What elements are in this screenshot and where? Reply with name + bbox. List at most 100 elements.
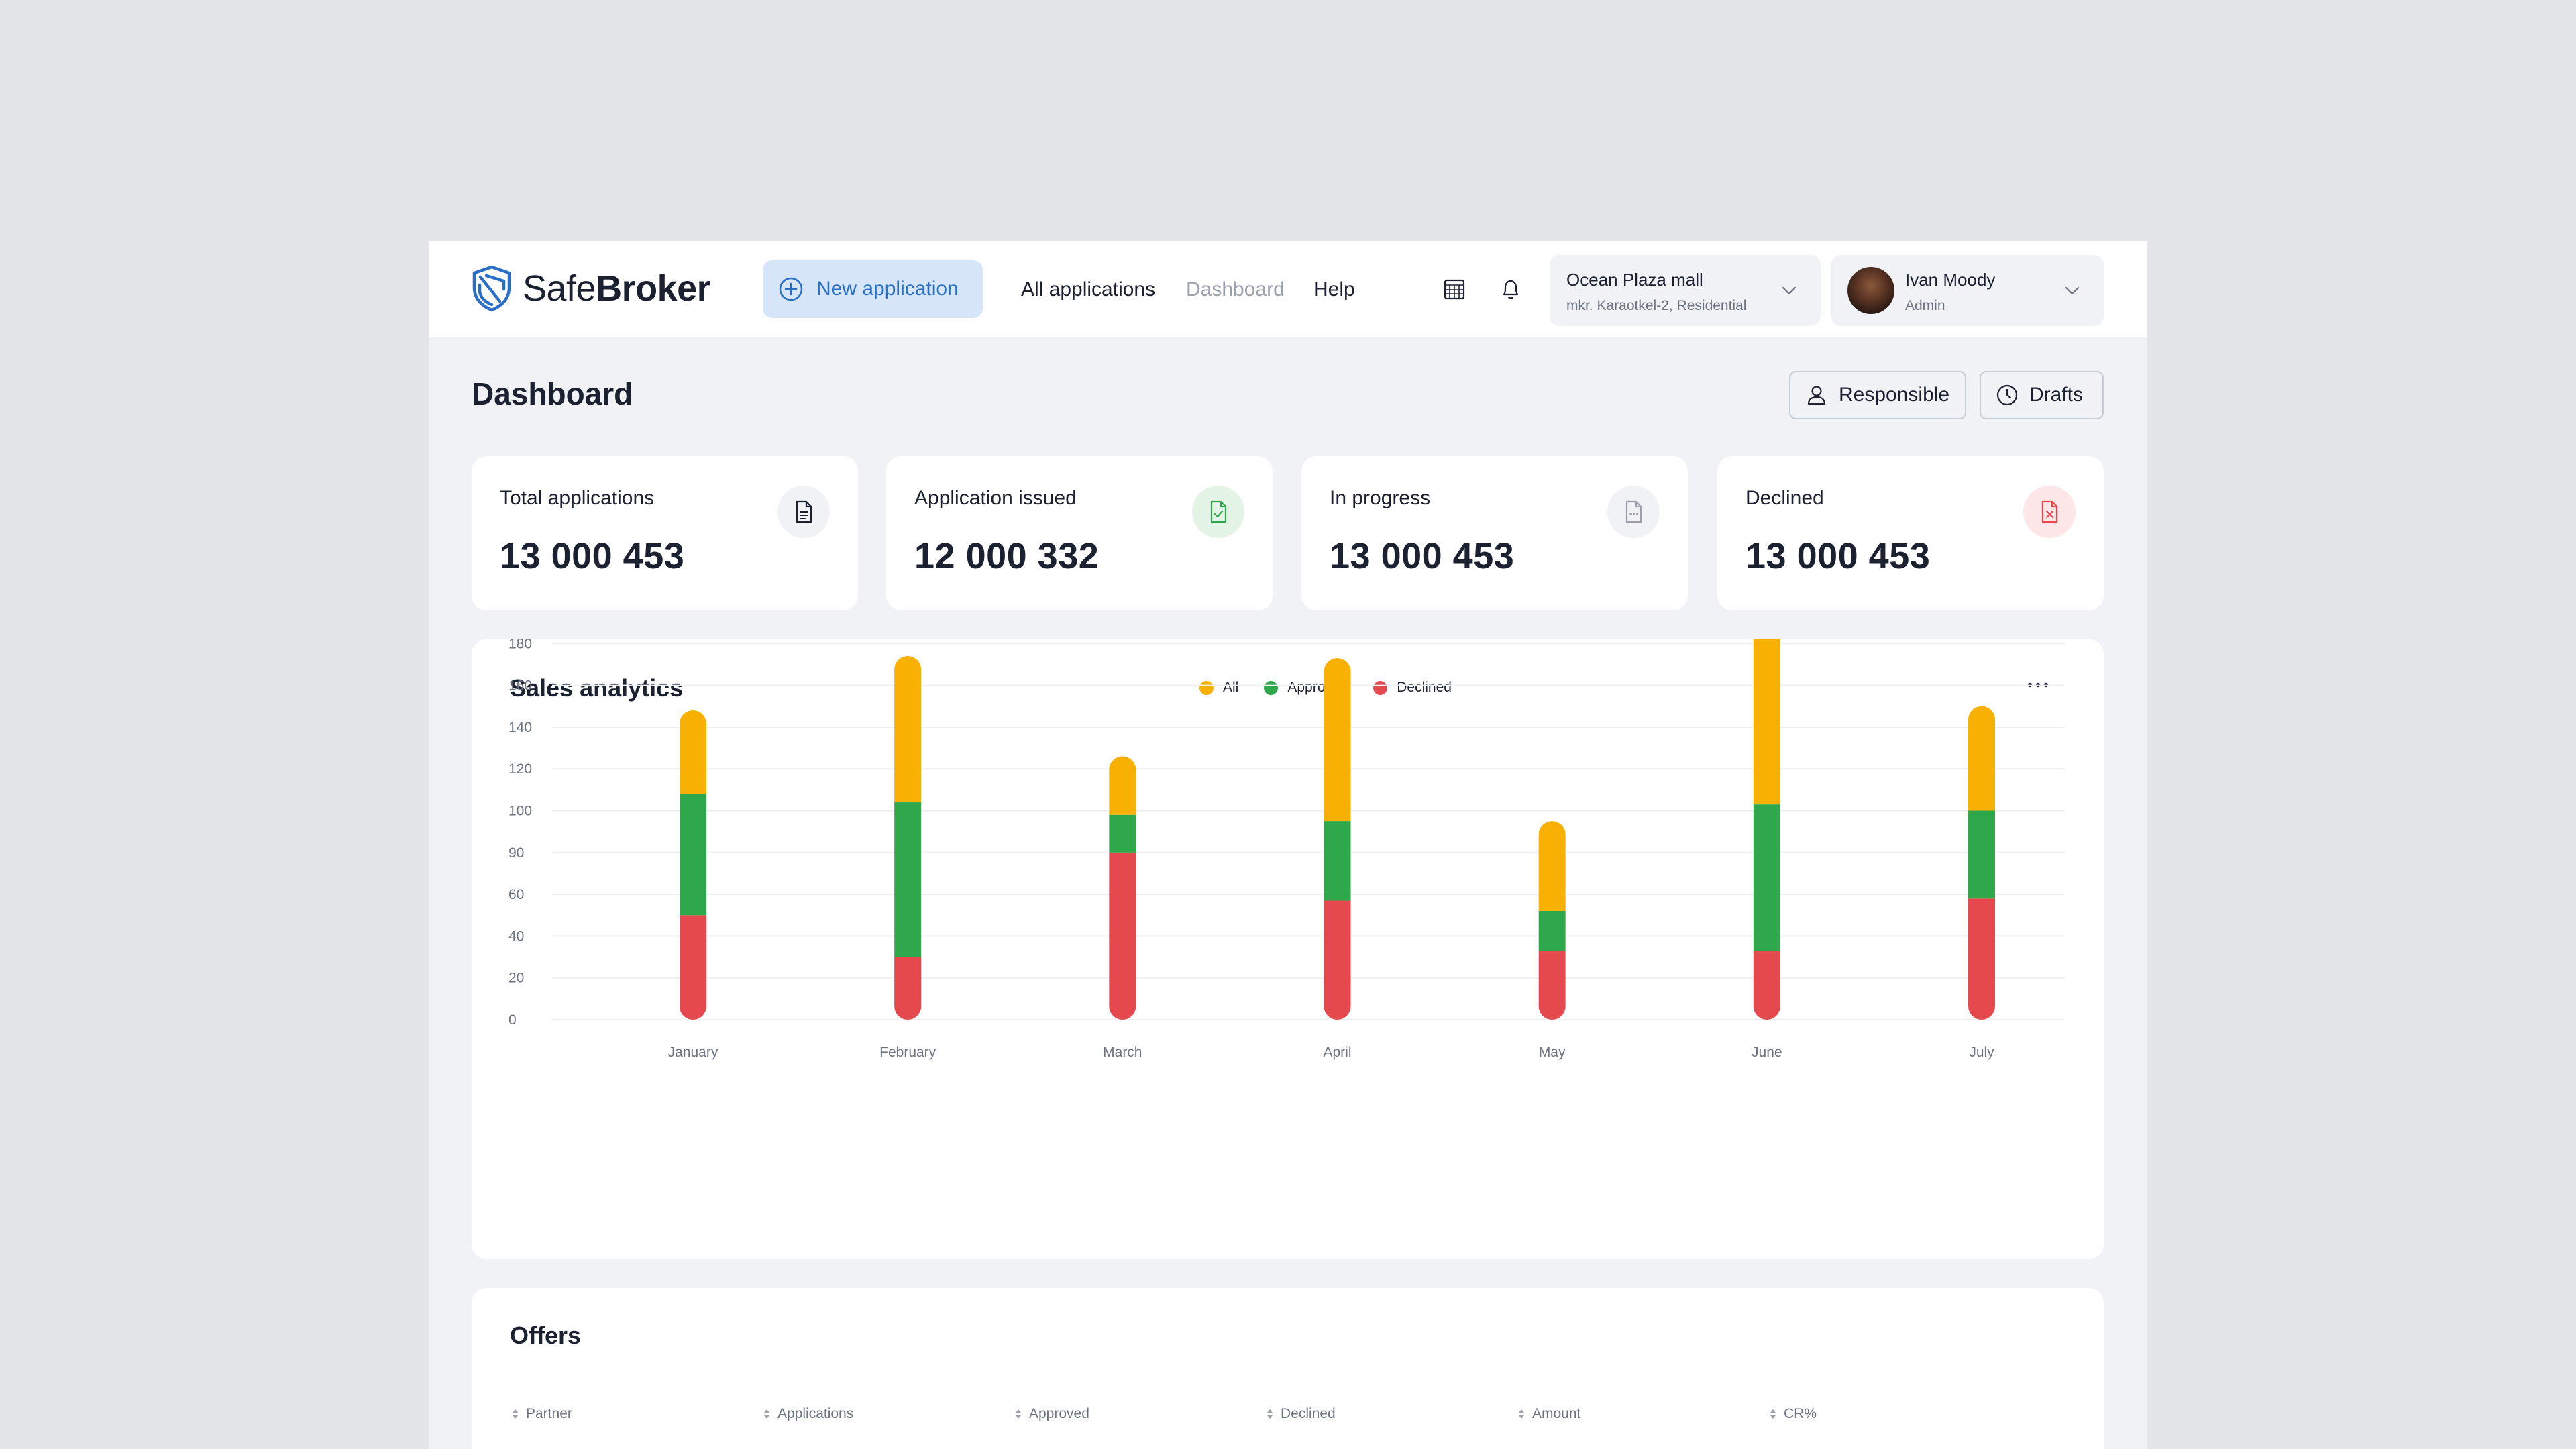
stat-badge: [777, 486, 830, 538]
y-tick-label: 160: [508, 678, 532, 694]
y-tick-label: 100: [508, 804, 532, 819]
stat-badge: [1607, 486, 1660, 538]
responsible-button[interactable]: Responsible: [1789, 371, 1966, 419]
stat-value: 12 000 332: [914, 536, 1099, 576]
bar-segment-all: [894, 655, 922, 803]
legend-label: All: [1223, 680, 1239, 695]
bar-segment-all: [1538, 821, 1566, 912]
sort-icon: [1770, 1409, 1776, 1419]
user-role: Admin: [1905, 298, 1945, 313]
stat-label: Total applications: [500, 487, 655, 509]
user-menu[interactable]: Ivan Moody Admin: [1831, 255, 2104, 326]
stat-badge: [1192, 486, 1244, 538]
bar-segment-declined: [1968, 898, 1995, 1020]
top-header: SafeBroker New application All applicati…: [429, 241, 2147, 337]
bar-segment-declined: [894, 957, 922, 1020]
chevron-down-icon: [1782, 286, 1796, 295]
new-application-label: New application: [816, 278, 959, 300]
bell-icon[interactable]: [1497, 276, 1524, 303]
x-tick-label: February: [879, 1044, 936, 1060]
legend-item-declined[interactable]: Declined: [1373, 680, 1452, 696]
chevron-down-icon: [2065, 286, 2080, 295]
x-tick-label: May: [1539, 1044, 1566, 1060]
location-address: mkr. Karaotkel-2, Residential: [1566, 298, 1747, 313]
bar-segment-approved: [1968, 810, 1995, 899]
legend-dot: [1264, 680, 1279, 695]
y-tick-label: 120: [508, 761, 532, 777]
column-header[interactable]: CR%: [1768, 1406, 1817, 1422]
sales-analytics-card: Sales analytics All Approved Declined 20…: [472, 639, 2104, 1259]
legend-item-all[interactable]: All: [1199, 680, 1238, 696]
bar-segment-all: [1968, 706, 1995, 811]
column-header[interactable]: Applications: [761, 1406, 853, 1422]
y-tick-label: 140: [508, 720, 532, 735]
plus-circle-icon: [779, 277, 803, 301]
bar-segment-approved: [680, 794, 706, 916]
offers-title: Offers: [510, 1322, 582, 1349]
bar-segment-all: [680, 710, 706, 794]
document-x-icon: [2041, 500, 2058, 523]
column-label: Approved: [1029, 1406, 1089, 1421]
drafts-button[interactable]: Drafts: [1980, 371, 2104, 419]
x-tick-label: April: [1323, 1044, 1351, 1060]
bar-segment-all: [1753, 639, 1780, 805]
stat-card-in-progress: In progress 13 000 453: [1301, 456, 1688, 610]
logo[interactable]: SafeBroker: [472, 265, 711, 312]
y-tick-label: 90: [508, 845, 524, 861]
x-tick-label: January: [668, 1044, 718, 1060]
chart-title: Sales analytics: [510, 674, 684, 702]
x-tick-label: July: [1969, 1044, 1994, 1060]
bar-segment-approved: [1324, 821, 1351, 901]
stat-badge: [2023, 486, 2076, 538]
x-tick-label: June: [1752, 1044, 1782, 1060]
stat-value: 13 000 453: [500, 536, 685, 576]
new-application-button[interactable]: New application: [763, 260, 983, 318]
sort-icon: [764, 1409, 769, 1419]
bar-segment-declined: [1753, 951, 1780, 1020]
stat-value: 13 000 453: [1330, 536, 1515, 576]
legend-dot: [1199, 680, 1214, 695]
column-header[interactable]: Approved: [1013, 1406, 1089, 1422]
sort-icon: [513, 1409, 518, 1419]
y-tick-label: 60: [508, 887, 524, 902]
bar-segment-all: [1324, 658, 1351, 822]
bar-segment-declined: [1109, 852, 1136, 1020]
page-title: Dashboard: [472, 376, 633, 411]
bar-segment-declined: [680, 915, 706, 1020]
x-tick-label: March: [1103, 1044, 1142, 1060]
calendar-icon[interactable]: [1441, 276, 1468, 303]
shield-logo-icon: [472, 265, 511, 312]
y-tick-label: 180: [508, 639, 532, 651]
column-header[interactable]: Partner: [510, 1406, 572, 1422]
bar-segment-approved: [1753, 804, 1780, 951]
sort-icon: [1016, 1409, 1021, 1419]
stat-card-declined: Declined 13 000 453: [1717, 456, 2104, 610]
responsible-label: Responsible: [1839, 384, 1950, 406]
bar-segment-declined: [1324, 900, 1351, 1020]
stat-label: Application issued: [914, 487, 1077, 509]
y-tick-label: 0: [508, 1012, 517, 1028]
clock-icon: [1996, 384, 2018, 406]
column-header[interactable]: Amount: [1516, 1406, 1580, 1422]
stat-value: 13 000 453: [1746, 536, 1931, 576]
location-selector[interactable]: Ocean Plaza mall mkr. Karaotkel-2, Resid…: [1550, 255, 1821, 326]
sort-icon: [1519, 1409, 1524, 1419]
nav-all-applications[interactable]: All applications: [1021, 278, 1156, 301]
bar-segment-approved: [1538, 911, 1566, 951]
column-header[interactable]: Declined: [1265, 1406, 1336, 1422]
nav-dashboard[interactable]: Dashboard: [1186, 278, 1285, 301]
location-name: Ocean Plaza mall: [1566, 270, 1703, 290]
bar-segment-approved: [894, 802, 922, 957]
bar-segment-approved: [1109, 814, 1136, 853]
stat-label: In progress: [1330, 487, 1431, 509]
user-name: Ivan Moody: [1905, 270, 1996, 290]
legend-label: Declined: [1397, 680, 1452, 695]
bar-segment-declined: [1538, 951, 1566, 1020]
nav-help[interactable]: Help: [1313, 278, 1355, 301]
stat-card-issued: Application issued 12 000 332: [886, 456, 1273, 610]
y-tick-label: 40: [508, 928, 524, 944]
column-label: Partner: [526, 1406, 572, 1421]
column-label: Declined: [1281, 1406, 1336, 1421]
bar-segment-all: [1109, 756, 1136, 815]
offers-card: Offers Partner Applications Approved Declin…: [472, 1288, 2104, 1449]
